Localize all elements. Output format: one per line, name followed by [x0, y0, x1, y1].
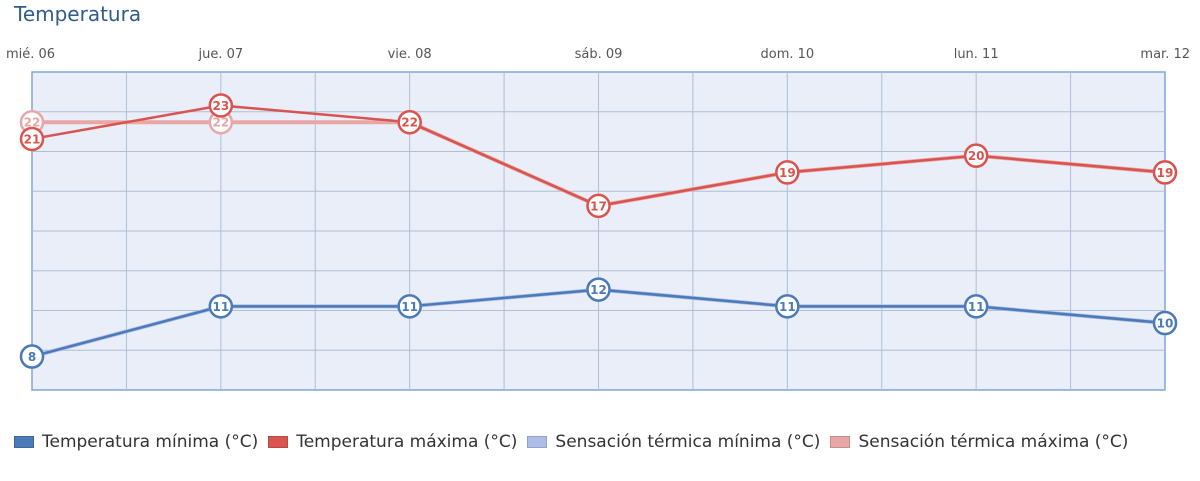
x-tick-label: dom. 10 — [760, 47, 814, 62]
data-point-min — [19, 344, 45, 369]
x-tick-label: mar. 12 — [1140, 47, 1190, 62]
data-label-min: 11 — [968, 300, 985, 314]
legend-swatch — [268, 436, 289, 448]
legend-label: Temperatura mínima (°C) — [42, 432, 259, 452]
data-label-max: 20 — [968, 149, 985, 163]
data-point-max — [963, 143, 989, 168]
legend-label: Sensación térmica máxima (°C) — [858, 432, 1129, 452]
data-label-max: 19 — [1157, 166, 1174, 180]
data-point-min — [775, 294, 800, 319]
data-point-min — [208, 294, 234, 319]
data-point-min — [963, 294, 989, 319]
data-label-min: 8 — [28, 350, 36, 364]
legend-item-feels-min[interactable]: Sensación térmica mínima (°C) — [527, 432, 820, 452]
x-axis-ticks: mié. 06 jue. 07 vie. 08 sáb. 09 dom. 10 lun. … — [6, 47, 1190, 62]
data-point-max — [19, 126, 45, 152]
legend-item-feels-max[interactable]: Sensación térmica máxima (°C) — [830, 432, 1128, 452]
data-label-max: 19 — [779, 166, 796, 180]
legend-swatch — [830, 436, 851, 448]
data-label-min: 10 — [1157, 317, 1174, 331]
data-point-max — [775, 160, 800, 185]
data-point-max — [397, 109, 422, 135]
data-point-min — [397, 294, 422, 319]
x-tick-label: jue. 07 — [198, 47, 244, 62]
data-point-min — [1152, 310, 1178, 336]
x-tick-label: mié. 06 — [6, 47, 55, 62]
data-point-max — [586, 193, 611, 219]
data-point-max — [1152, 160, 1178, 185]
x-tick-label: vie. 08 — [388, 47, 432, 62]
data-label-min: 11 — [401, 300, 418, 314]
x-tick-label: sáb. 09 — [575, 47, 623, 62]
x-tick-label: lun. 11 — [954, 47, 999, 62]
data-point-min — [586, 277, 611, 302]
chart-legend: Temperatura mínima (°C) Temperatura máxi… — [14, 432, 1138, 452]
chart-title: Temperatura — [14, 2, 142, 26]
legend-item-min[interactable]: Temperatura mínima (°C) — [14, 432, 258, 452]
data-point-max — [208, 93, 234, 118]
data-label-max: 17 — [590, 199, 607, 213]
data-label-max: 22 — [401, 116, 418, 130]
data-label-min: 11 — [212, 300, 229, 314]
legend-label: Temperatura máxima (°C) — [296, 432, 518, 452]
data-label-min: 11 — [779, 300, 796, 314]
legend-label: Sensación térmica mínima (°C) — [555, 432, 821, 452]
data-label-max: 21 — [24, 132, 41, 146]
chart-grid — [31, 71, 1166, 391]
legend-swatch — [14, 436, 34, 448]
legend-item-max[interactable]: Temperatura máxima (°C) — [268, 432, 517, 452]
legend-swatch — [527, 436, 548, 448]
data-label-feels-max: 22 — [24, 116, 41, 130]
data-label-min: 12 — [590, 283, 607, 297]
data-label-max: 23 — [212, 99, 229, 113]
data-label-feels-max: 22 — [212, 116, 229, 130]
series-points: 8111112111110222222171920198111112111110… — [19, 93, 1178, 369]
